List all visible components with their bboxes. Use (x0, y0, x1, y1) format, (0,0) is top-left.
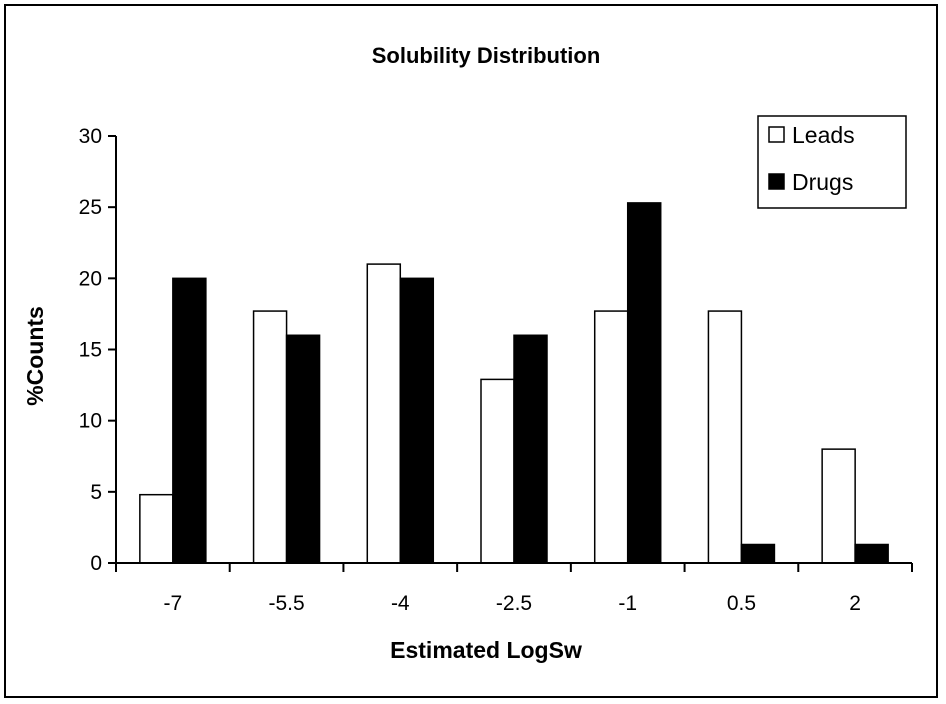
x-axis-title: Estimated LogSw (390, 637, 582, 663)
x-tick-label-0: -7 (164, 592, 183, 615)
x-tick-label-4: -1 (618, 592, 637, 615)
bar-leads-2 (366, 263, 402, 564)
y-ticks: 0 5 10 15 20 25 30 (79, 125, 116, 575)
bar-drugs-3 (513, 334, 548, 564)
bar-drugs-0 (172, 277, 207, 564)
y-tick-label-1: 5 (90, 481, 102, 504)
y-tick-label-6: 30 (79, 125, 102, 148)
chart-title: Solubility Distribution (372, 43, 601, 68)
bar-drugs-1 (285, 334, 321, 564)
y-axis-title: %Counts (22, 306, 48, 406)
x-ticks: -7 -5.5 -4 -2.5 -1 0.5 2 (115, 563, 913, 615)
x-tick-label-5: 0.5 (727, 592, 756, 615)
bar-leads-1 (252, 310, 288, 564)
y-tick-label-3: 15 (79, 339, 102, 362)
bar-leads-3 (480, 378, 515, 564)
legend: Leads Drugs (757, 115, 907, 209)
x-tick-label-1: -5.5 (268, 592, 304, 615)
y-tick-label-0: 0 (90, 552, 102, 575)
chart-frame: Solubility Distribution 0 5 10 15 20 25 30 -7-… (4, 4, 938, 698)
legend-box (757, 115, 907, 209)
bar-leads-0 (139, 493, 174, 564)
legend-swatch-leads (768, 126, 785, 143)
legend-label-drugs: Drugs (792, 169, 853, 195)
x-tick-label-6: 2 (849, 592, 861, 615)
x-tick-label-3: -2.5 (496, 592, 532, 615)
y-tick-label-2: 10 (79, 410, 102, 433)
bar-drugs-2 (399, 277, 435, 564)
x-tick-label-2: -4 (391, 592, 410, 615)
y-tick-label-4: 20 (79, 267, 102, 290)
bar-leads-6 (821, 448, 856, 564)
bar-drugs-4 (626, 202, 662, 564)
y-tick-label-5: 25 (79, 196, 102, 219)
legend-label-leads: Leads (792, 122, 855, 148)
bar-drugs-5 (740, 543, 776, 564)
plot-area (139, 202, 889, 564)
legend-swatch-drugs (768, 173, 785, 190)
bar-leads-4 (593, 310, 629, 564)
bar-leads-5 (707, 310, 743, 564)
bar-drugs-6 (854, 543, 889, 564)
